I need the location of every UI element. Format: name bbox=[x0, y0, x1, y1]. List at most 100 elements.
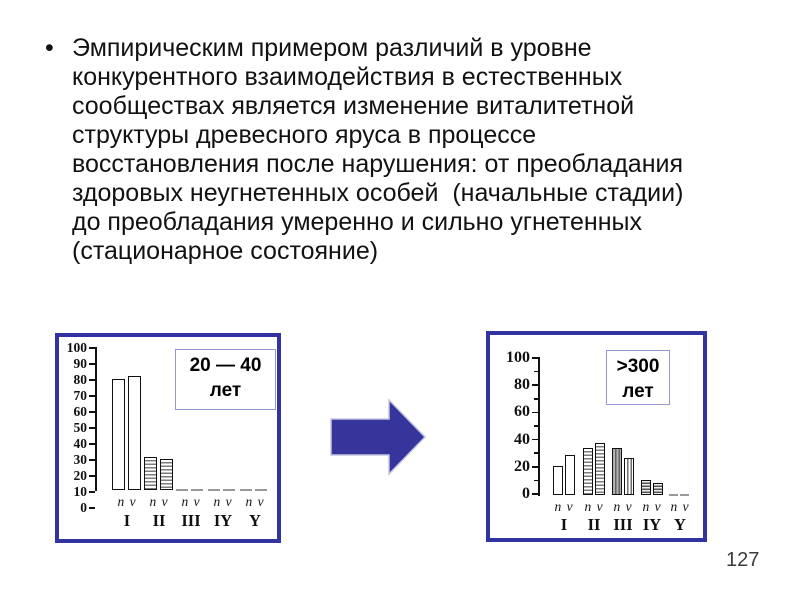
text-line: Эмпирическим примером различий в уровне bbox=[72, 34, 592, 62]
pair-label: n v bbox=[613, 499, 633, 514]
y-tick: 70 bbox=[59, 388, 95, 404]
text-line: структуры древесного яруса в процессе bbox=[72, 121, 537, 149]
y-tick: 80 bbox=[490, 376, 538, 394]
plot-area bbox=[96, 347, 271, 491]
category-label: III bbox=[613, 515, 633, 534]
y-tick: 50 bbox=[59, 420, 95, 436]
bar bbox=[653, 482, 663, 495]
chart-young-stand: 100 90 80 70 60 50 40 30 20 10 0 n v n v… bbox=[55, 333, 281, 543]
tick-mark bbox=[89, 427, 95, 429]
bar-group bbox=[112, 375, 141, 490]
tick-mark bbox=[89, 443, 95, 445]
tick-mark bbox=[89, 363, 95, 365]
bar-group bbox=[583, 442, 605, 495]
text-line: здоровых неугнетенных особей (начальные … bbox=[72, 179, 684, 207]
bar bbox=[240, 489, 252, 491]
category-label: IY bbox=[642, 515, 662, 534]
bar bbox=[612, 448, 622, 495]
tick-mark bbox=[534, 398, 538, 400]
bar bbox=[669, 494, 678, 496]
tick-mark bbox=[89, 347, 95, 349]
period-line: 20 — 40 bbox=[189, 355, 262, 376]
right-arrow-icon bbox=[330, 398, 427, 476]
bullet-marker: • bbox=[45, 34, 54, 62]
text-line: (стационарное состояние) bbox=[72, 237, 379, 265]
category-label: IY bbox=[213, 511, 233, 530]
bar bbox=[255, 489, 267, 491]
page-number: 127 bbox=[726, 549, 760, 571]
y-tick: 40 bbox=[59, 436, 95, 452]
pair-label-row: n v n v n v n v n v bbox=[539, 499, 699, 514]
bar bbox=[176, 489, 188, 491]
text-line: сообществах является изменение виталитет… bbox=[72, 92, 635, 120]
tick-mark bbox=[534, 370, 538, 373]
category-label: I bbox=[560, 515, 568, 534]
plot-area bbox=[539, 357, 699, 496]
y-axis: 100 90 80 70 60 50 40 30 20 10 0 bbox=[59, 340, 95, 515]
bar bbox=[144, 457, 157, 490]
pair-label: n v bbox=[554, 499, 574, 514]
bar bbox=[128, 375, 141, 490]
y-tick-minor bbox=[490, 425, 538, 427]
y-axis-line bbox=[538, 357, 540, 496]
text-line: до преобладания умеренно и сильно угнете… bbox=[72, 208, 642, 236]
period-line: >300 bbox=[616, 356, 660, 377]
tick-mark bbox=[532, 466, 538, 468]
category-label: II bbox=[152, 511, 166, 530]
bar bbox=[160, 458, 173, 490]
tick-mark bbox=[534, 425, 538, 427]
pair-label: n v bbox=[117, 494, 137, 509]
y-tick: 20 bbox=[490, 458, 538, 476]
category-label: III bbox=[181, 511, 201, 530]
category-row: I II III IY Y bbox=[96, 511, 271, 531]
bar bbox=[641, 479, 651, 495]
bar bbox=[624, 457, 634, 495]
y-axis-line bbox=[95, 347, 97, 491]
tick-mark bbox=[89, 459, 95, 461]
pair-label: n v bbox=[213, 494, 233, 509]
bullet-text: Эмпирическим примером различий в уровне … bbox=[72, 34, 765, 266]
pair-label: n v bbox=[181, 494, 201, 509]
bar bbox=[223, 489, 235, 491]
category-label: Y bbox=[249, 511, 261, 530]
y-tick: 60 bbox=[490, 403, 538, 421]
text-line: конкурентного взаимодействия в естествен… bbox=[72, 63, 623, 91]
y-tick: 60 bbox=[59, 404, 95, 420]
tick-mark bbox=[534, 452, 538, 454]
pair-label: n v bbox=[642, 499, 662, 514]
tick-mark bbox=[89, 411, 95, 413]
y-tick-minor bbox=[490, 398, 538, 400]
pair-label: n v bbox=[149, 494, 169, 509]
bar-group bbox=[176, 489, 203, 491]
category-row: I II III IY Y bbox=[539, 515, 699, 535]
bar-group bbox=[641, 479, 663, 495]
tick-mark bbox=[89, 475, 95, 477]
bar-group bbox=[240, 489, 267, 491]
tick-mark bbox=[89, 395, 95, 397]
tick-mark bbox=[532, 411, 538, 414]
bar bbox=[583, 448, 593, 495]
chart-old-stand: 100 80 60 40 20 0 n v n v n v n v n v bbox=[486, 331, 707, 542]
bar bbox=[208, 489, 220, 491]
tick-mark bbox=[532, 357, 538, 359]
period-line: лет bbox=[209, 380, 242, 401]
tick-mark bbox=[532, 438, 538, 441]
pair-label: n v bbox=[670, 499, 690, 514]
bar-group bbox=[612, 448, 634, 495]
bar-group bbox=[208, 489, 235, 491]
pair-label-row: n v n v n v n v n v bbox=[96, 494, 271, 510]
y-tick: 40 bbox=[490, 431, 538, 449]
bar bbox=[680, 494, 689, 496]
category-label: Y bbox=[674, 515, 686, 534]
tick-mark bbox=[534, 479, 538, 482]
text-line: восстановления после нарушения: от преоб… bbox=[72, 150, 683, 178]
bar bbox=[553, 466, 563, 495]
pair-label: n v bbox=[245, 494, 265, 509]
pair-label: n v bbox=[584, 499, 604, 514]
tick-mark bbox=[532, 493, 538, 495]
bar-group bbox=[553, 455, 575, 495]
tick-mark bbox=[89, 507, 95, 509]
y-axis: 100 80 60 40 20 0 bbox=[490, 349, 538, 503]
y-tick: 100 bbox=[59, 340, 95, 356]
period-label-box: >300 лет bbox=[606, 350, 670, 405]
